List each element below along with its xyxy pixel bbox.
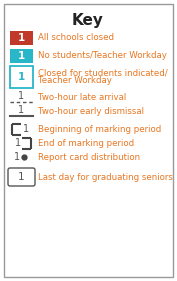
Text: All schools closed: All schools closed <box>38 33 114 42</box>
Text: Key: Key <box>72 12 104 28</box>
Bar <box>10 31 33 45</box>
Bar <box>10 66 33 88</box>
Text: 1: 1 <box>18 105 24 115</box>
Text: Last day for graduating seniors: Last day for graduating seniors <box>38 173 173 182</box>
Text: Two-hour early dismissal: Two-hour early dismissal <box>38 108 144 117</box>
Bar <box>10 49 33 63</box>
Text: 1: 1 <box>18 172 24 182</box>
Text: 1: 1 <box>15 138 21 148</box>
Text: 1: 1 <box>17 51 25 61</box>
Text: 1: 1 <box>23 124 29 134</box>
Text: 1: 1 <box>17 33 25 43</box>
Text: No students/Teacher Workday: No students/Teacher Workday <box>38 51 167 60</box>
Text: End of marking period: End of marking period <box>38 139 134 148</box>
Text: Teacher Workday: Teacher Workday <box>38 76 112 85</box>
Text: Report card distribution: Report card distribution <box>38 153 140 162</box>
Text: Beginning of marking period: Beginning of marking period <box>38 124 161 133</box>
Text: 1: 1 <box>14 152 20 162</box>
Text: Two-hour late arrival: Two-hour late arrival <box>38 94 126 103</box>
FancyBboxPatch shape <box>8 168 35 186</box>
Text: 1: 1 <box>18 91 24 101</box>
Text: 1: 1 <box>17 72 25 82</box>
Text: Closed for students indicated/: Closed for students indicated/ <box>38 69 168 78</box>
